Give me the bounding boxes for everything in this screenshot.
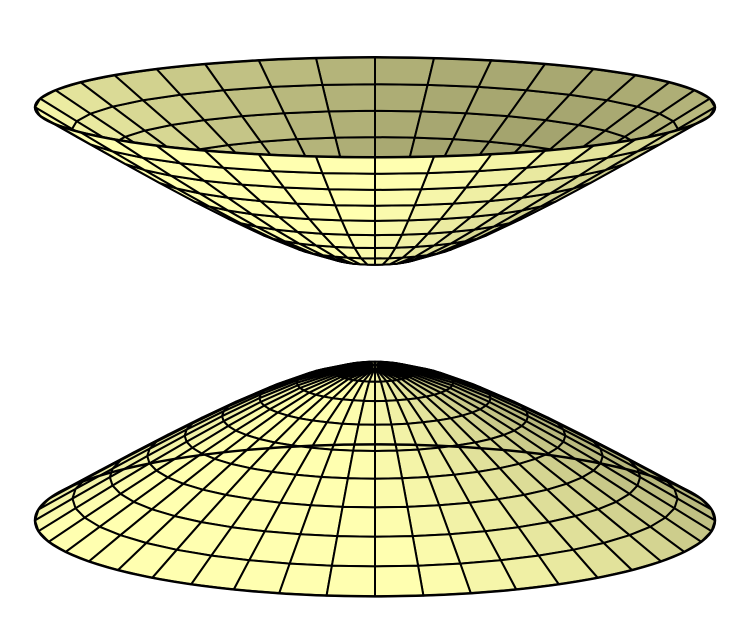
- upper-sheet-mesh-cell: [374, 83, 429, 113]
- lower-sheet-mesh-cell: [374, 477, 409, 509]
- upper-sheet: [33, 56, 717, 266]
- upper-sheet-rim-outline: [33, 56, 717, 159]
- lower-sheet-mesh-cell: [374, 449, 404, 480]
- upper-sheet-mesh-cell: [321, 172, 376, 191]
- lower-sheet-mesh-cell: [336, 505, 376, 538]
- lower-sheet-mesh-cell: [374, 564, 425, 598]
- upper-sheet-mesh-cell: [374, 204, 416, 222]
- upper-sheet-mesh-cell: [321, 83, 376, 113]
- upper-sheet-mesh-cell: [327, 188, 376, 207]
- upper-sheet-mesh-cell: [334, 204, 376, 222]
- upper-sheet-mesh-cell: [374, 188, 423, 207]
- lower-sheet-mesh-cell: [325, 564, 376, 598]
- lower-sheet-rim-outline: [33, 443, 717, 598]
- upper-sheet-mesh-cell: [340, 219, 376, 237]
- upper-sheet-mesh-cell: [315, 56, 376, 86]
- lower-sheet-mesh-cell: [341, 477, 376, 509]
- upper-sheet-mesh-cell: [315, 155, 376, 175]
- upper-sheet-mesh-cell: [374, 56, 435, 86]
- lower-sheet: [33, 360, 717, 598]
- upper-sheet-mesh-cell: [374, 219, 410, 237]
- lower-sheet-mesh-cell: [346, 449, 376, 480]
- lower-sheet-mesh-cell: [374, 535, 420, 568]
- upper-sheet-mesh-cell: [374, 172, 429, 191]
- upper-sheet-mesh-cell: [374, 109, 423, 139]
- upper-sheet-mesh-cell: [374, 155, 435, 175]
- lower-sheet-mesh-cell: [417, 562, 472, 597]
- upper-sheet-mesh-cell: [327, 109, 376, 139]
- lower-sheet-mesh-cell: [330, 535, 376, 568]
- lower-sheet-mesh-cell: [374, 505, 414, 538]
- lower-sheet-mesh-cell: [278, 562, 333, 597]
